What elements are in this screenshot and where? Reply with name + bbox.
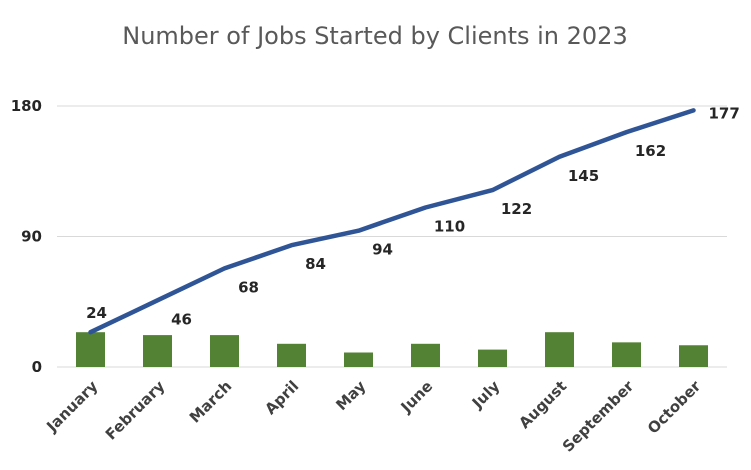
x-tick-label: October: [644, 377, 705, 438]
x-tick-label: September: [559, 377, 638, 456]
bar: [545, 332, 574, 367]
data-label: 24: [86, 304, 107, 322]
bar: [277, 343, 306, 367]
series-line: [88, 108, 696, 335]
bar: [344, 352, 373, 367]
bar: [143, 335, 172, 367]
bar: [76, 332, 105, 367]
data-labels: 24 46 68 84 94 110 122 145 162 177: [86, 104, 740, 328]
bar: [411, 343, 440, 367]
bar-series: [76, 332, 708, 367]
y-axis-ticks: 0 90 180: [11, 97, 42, 376]
data-label: 84: [305, 255, 326, 273]
chart-title: Number of Jobs Started by Clients in 202…: [122, 22, 627, 50]
bar: [478, 349, 507, 367]
gridlines: [57, 105, 727, 368]
x-tick-label: January: [42, 377, 101, 436]
x-tick-label: June: [397, 377, 437, 417]
data-label: 94: [372, 241, 393, 259]
line-series: [88, 108, 696, 335]
data-label: 68: [238, 278, 259, 296]
data-label: 145: [568, 167, 599, 185]
data-label: 110: [434, 218, 465, 236]
x-tick-label: May: [332, 377, 369, 414]
bar: [210, 335, 239, 367]
bar: [679, 345, 708, 367]
data-label: 177: [709, 104, 740, 122]
y-tick-label: 0: [32, 358, 42, 376]
data-label: 122: [501, 200, 532, 218]
y-tick-label: 180: [11, 97, 42, 115]
y-tick-label: 90: [21, 228, 42, 246]
x-tick-label: April: [261, 377, 302, 418]
x-tick-label: March: [186, 377, 236, 427]
x-tick-label: August: [515, 377, 570, 432]
x-axis-ticks: January February March April May June July Augu…: [42, 377, 704, 456]
data-label: 46: [171, 310, 192, 328]
bar: [612, 342, 641, 367]
x-tick-label: July: [468, 377, 504, 413]
data-label: 162: [635, 142, 666, 160]
x-tick-label: February: [102, 377, 169, 444]
